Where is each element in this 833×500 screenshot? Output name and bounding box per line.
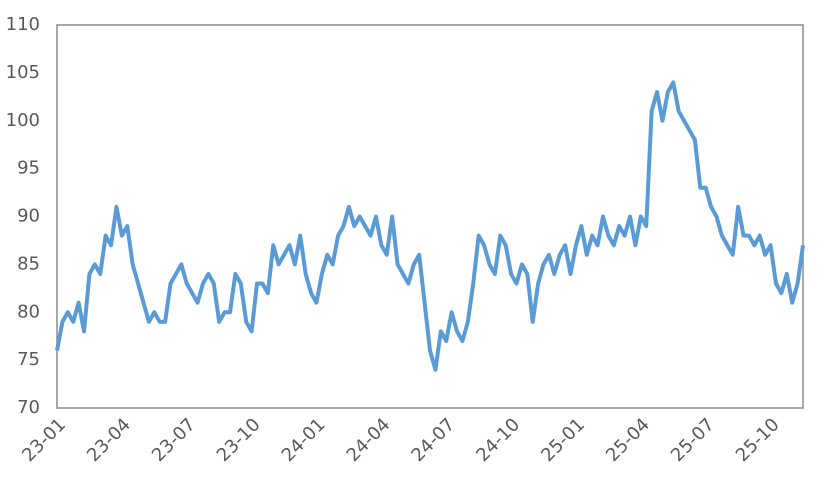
y-tick-label: 95 — [17, 158, 40, 179]
x-tick-label: 23-01 — [18, 414, 70, 466]
y-tick-label: 75 — [17, 349, 40, 370]
y-tick-label: 80 — [17, 301, 40, 322]
y-tick-label: 100 — [6, 110, 40, 131]
y-tick-label: 110 — [6, 14, 40, 35]
x-tick-label: 25-10 — [732, 414, 784, 466]
y-tick-label: 105 — [6, 62, 40, 83]
y-tick-label: 85 — [17, 253, 40, 274]
x-tick-label: 24-10 — [472, 414, 524, 466]
x-tick-label: 24-07 — [407, 414, 459, 466]
x-tick-label: 24-01 — [278, 414, 330, 466]
plot-frame — [56, 24, 804, 409]
y-tick-label: 90 — [17, 206, 40, 227]
x-tick-label: 23-07 — [148, 414, 200, 466]
x-tick-label: 23-10 — [213, 414, 265, 466]
data-line — [55, 80, 805, 372]
x-tick-label: 25-04 — [602, 414, 654, 466]
y-tick-label: 70 — [17, 397, 40, 418]
x-tick-label: 24-04 — [343, 414, 395, 466]
x-tick-label: 25-07 — [667, 414, 719, 466]
x-tick-label: 25-01 — [537, 414, 589, 466]
x-tick-label: 23-04 — [83, 414, 135, 466]
